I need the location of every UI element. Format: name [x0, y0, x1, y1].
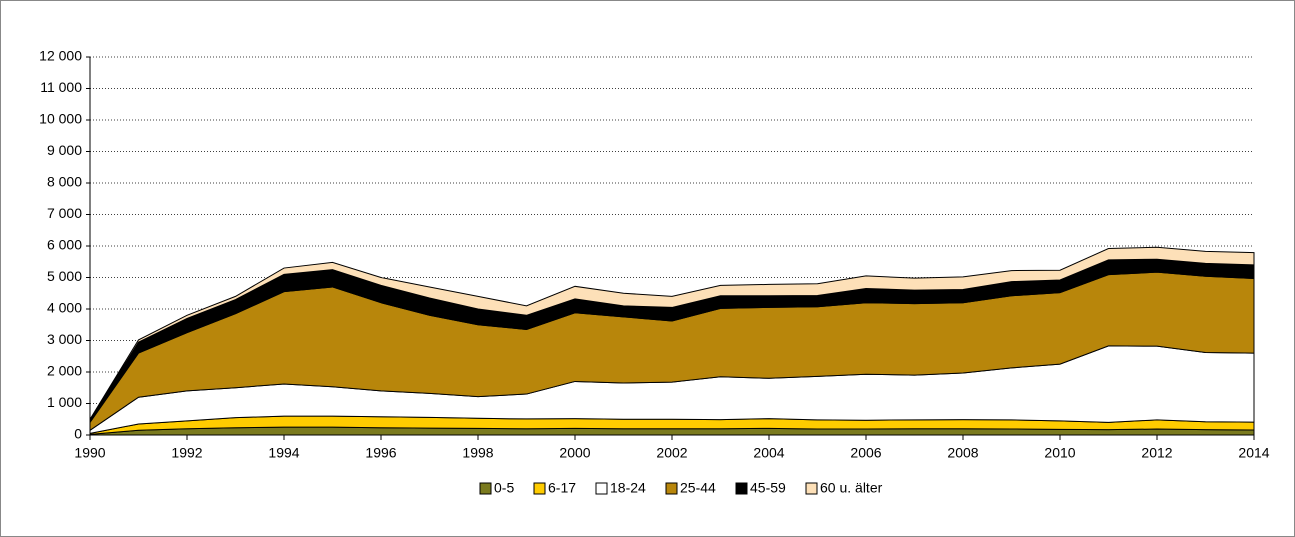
x-tick-label: 2010 [1044, 445, 1075, 461]
y-tick-label: 5 000 [47, 268, 82, 284]
legend-label: 25-44 [680, 480, 716, 496]
legend-swatch [479, 482, 492, 495]
y-tick-label: 2 000 [47, 363, 82, 379]
y-tick-label: 9 000 [47, 142, 82, 158]
y-tick-label: 0 [74, 426, 82, 442]
area [89, 246, 1255, 423]
legend-label: 60 u. älter [820, 480, 883, 496]
y-tick-label: 8 000 [47, 174, 82, 190]
y-tick-label: 6 000 [47, 237, 82, 253]
legend-swatch [805, 482, 818, 495]
y-tick-label: 3 000 [47, 331, 82, 347]
x-tick-label: 2002 [656, 445, 687, 461]
x-tick-label: 2008 [947, 445, 978, 461]
legend-swatch [735, 482, 748, 495]
y-tick-label: 12 000 [39, 48, 82, 64]
x-tick-label: 2006 [850, 445, 881, 461]
x-tick-label: 1996 [365, 445, 396, 461]
y-tick-label: 4 000 [47, 300, 82, 316]
y-tick-label: 1 000 [47, 394, 82, 410]
legend-label: 0-5 [494, 480, 514, 496]
y-tick-label: 11 000 [40, 79, 82, 95]
y-tick-label: 10 000 [39, 111, 82, 127]
x-tick-label: 2004 [753, 445, 784, 461]
x-tick-label: 1994 [268, 445, 299, 461]
x-tick-label: 1990 [74, 445, 105, 461]
legend-label: 18-24 [610, 480, 646, 496]
legend-swatch [665, 482, 678, 495]
x-tick-label: 1998 [462, 445, 493, 461]
legend-swatch [595, 482, 608, 495]
x-tick-label: 2000 [559, 445, 590, 461]
legend-label: 6-17 [548, 480, 576, 496]
x-tick-label: 2012 [1141, 445, 1172, 461]
legend-label: 45-59 [750, 480, 786, 496]
y-tick-label: 7 000 [47, 205, 82, 221]
legend-swatch [533, 482, 546, 495]
x-tick-label: 1992 [171, 445, 202, 461]
x-tick-label: 2014 [1238, 445, 1269, 461]
